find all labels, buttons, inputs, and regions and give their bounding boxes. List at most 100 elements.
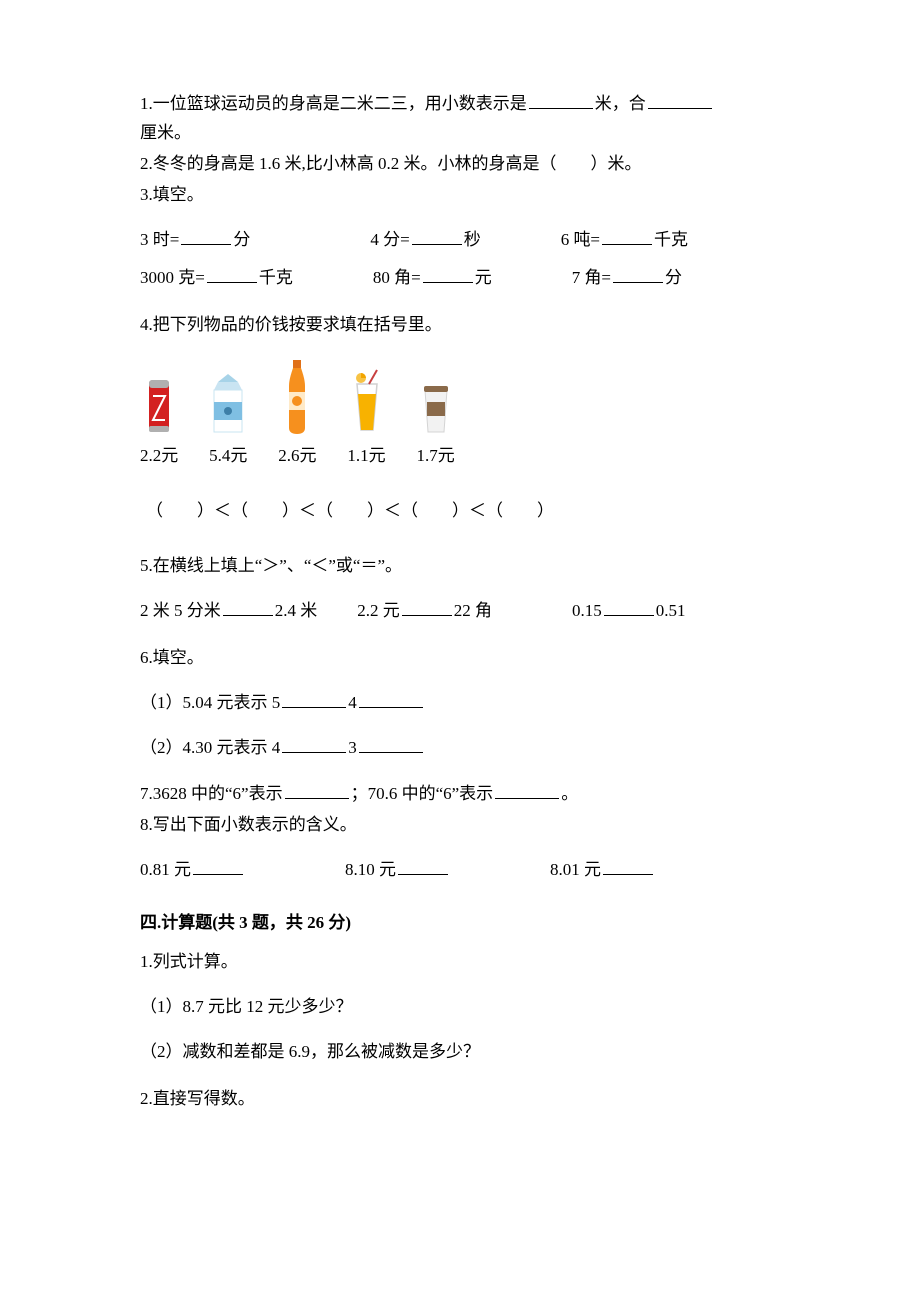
blank xyxy=(223,598,273,616)
blank xyxy=(613,265,663,283)
product-cup: 1.7元 xyxy=(417,378,455,471)
juice-icon xyxy=(347,368,387,438)
q3-row1: 3 时= 分 4 分=秒 6 吨= 千克 xyxy=(140,226,790,255)
conv-unit: 千克 xyxy=(259,268,293,287)
blank xyxy=(412,227,462,245)
product-juice: 1.1元 xyxy=(347,368,387,471)
q4-compare: （ ）＜（ ）＜（ ）＜（ ）＜（ ） xyxy=(140,497,790,526)
cup-icon xyxy=(417,378,455,438)
product-milk: 5.4元 xyxy=(208,368,248,471)
conv-left: 7 角= xyxy=(572,268,611,287)
q2-text: 冬冬的身高是 1.6 米,比小林高 0.2 米。小林的身高是（ ）米。 xyxy=(153,154,642,173)
blank xyxy=(529,91,593,109)
question-1: 1.一位篮球运动员的身高是二米二三，用小数表示是米，合 厘米。 xyxy=(140,90,790,148)
milk-icon xyxy=(208,368,248,438)
conv-item: 80 角= 元 xyxy=(373,264,492,293)
question-8: 8.写出下面小数表示的含义。 xyxy=(140,811,790,840)
c1-title: 列式计算。 xyxy=(153,952,238,971)
conv-left: 4 分= xyxy=(370,230,409,249)
q3-num: 3. xyxy=(140,185,153,204)
question-7: 7.3628 中的“6”表示；70.6 中的“6”表示。 xyxy=(140,780,790,809)
c1-b: （2）减数和差都是 6.9，那么被减数是多少？ xyxy=(140,1038,790,1067)
q1-unit-b: 厘米。 xyxy=(140,123,191,142)
product-soda: 2.6元 xyxy=(278,358,316,471)
price-label: 5.4元 xyxy=(209,442,247,471)
blank xyxy=(359,690,423,708)
question-6: 6.填空。 xyxy=(140,644,790,673)
q2-num: 2. xyxy=(140,154,153,173)
price-label: 1.1元 xyxy=(347,442,385,471)
q8-row: 0.81 元 8.10 元 8.01 元 xyxy=(140,856,790,885)
question-5: 5.在横线上填上“＞”、“＜”或“＝”。 xyxy=(140,552,790,581)
q5-title: 在横线上填上“＞”、“＜”或“＝”。 xyxy=(153,556,402,575)
blank xyxy=(207,265,257,283)
q1-unit-a: 米，合 xyxy=(595,94,646,113)
compare-item: 2 米 5 分米 2.4 米 xyxy=(140,597,317,626)
conv-unit: 分 xyxy=(233,230,250,249)
c1-num: 1. xyxy=(140,952,153,971)
blank xyxy=(423,265,473,283)
conv-item: 3000 克= 千克 xyxy=(140,264,293,293)
product-can: 2.2元 xyxy=(140,374,178,471)
blank xyxy=(398,857,448,875)
q6-title: 填空。 xyxy=(153,648,204,667)
q4-num: 4. xyxy=(140,315,153,334)
price-label: 2.6元 xyxy=(278,442,316,471)
cmp-right: 2.4 米 xyxy=(275,601,318,620)
q5-num: 5. xyxy=(140,556,153,575)
cmp-right: 0.51 xyxy=(656,601,686,620)
conv-left: 80 角= xyxy=(373,268,421,287)
c1-a: （1）8.7 元比 12 元少多少？ xyxy=(140,993,790,1022)
blank xyxy=(181,227,231,245)
product-row: 2.2元 5.4元 2.6元 xyxy=(140,358,790,471)
conv-left: 3 时= xyxy=(140,230,179,249)
conv-item: 7 角= 分 xyxy=(572,264,682,293)
cmp-right: 22 角 xyxy=(454,601,492,620)
soda-icon xyxy=(280,358,314,438)
section-4-heading: 四.计算题(共 3 题，共 26 分) xyxy=(140,909,790,938)
q5-row: 2 米 5 分米 2.4 米 2.2 元 22 角 0.15 0.51 xyxy=(140,597,790,626)
q6a-pre: （1）5.04 元表示 5 xyxy=(140,693,280,712)
q3-title: 填空。 xyxy=(153,185,204,204)
q8-val: 8.10 元 xyxy=(345,860,396,879)
q8-val: 8.01 元 xyxy=(550,860,601,879)
conv-item: 6 吨= 千克 xyxy=(561,226,688,255)
q4-title: 把下列物品的价钱按要求填在括号里。 xyxy=(153,315,442,334)
q8-item: 0.81 元 xyxy=(140,856,245,885)
cmp-left: 2.2 元 xyxy=(357,601,400,620)
cmp-left: 0.15 xyxy=(572,601,602,620)
q7-a: 3628 中的“6”表示 xyxy=(153,784,283,803)
conv-item: 4 分=秒 xyxy=(370,226,480,255)
conv-unit: 分 xyxy=(665,268,682,287)
conv-left: 3000 克= xyxy=(140,268,205,287)
conv-left: 6 吨= xyxy=(561,230,600,249)
calc-q2: 2.直接写得数。 xyxy=(140,1085,790,1114)
c2-title: 直接写得数。 xyxy=(153,1089,255,1108)
blank xyxy=(285,781,349,799)
question-4: 4.把下列物品的价钱按要求填在括号里。 xyxy=(140,311,790,340)
conv-item: 3 时= 分 xyxy=(140,226,250,255)
q6a-mid: 4 xyxy=(348,693,357,712)
calc-q1: 1.列式计算。 xyxy=(140,948,790,977)
q1-num: 1. xyxy=(140,94,153,113)
q8-val: 0.81 元 xyxy=(140,860,191,879)
conv-unit: 千克 xyxy=(654,230,688,249)
cmp-left: 2 米 5 分米 xyxy=(140,601,221,620)
question-2: 2.冬冬的身高是 1.6 米,比小林高 0.2 米。小林的身高是（ ）米。 xyxy=(140,150,790,179)
q6-num: 6. xyxy=(140,648,153,667)
blank xyxy=(282,690,346,708)
blank xyxy=(603,857,653,875)
compare-item: 0.15 0.51 xyxy=(572,597,686,626)
blank xyxy=(648,91,712,109)
q6b-mid: 3 xyxy=(348,738,357,757)
question-3: 3.填空。 xyxy=(140,181,790,210)
conv-unit: 元 xyxy=(475,268,492,287)
q8-item: 8.01 元 xyxy=(550,856,655,885)
q8-title: 写出下面小数表示的含义。 xyxy=(153,815,357,834)
q6-a: （1）5.04 元表示 5 4 xyxy=(140,689,790,718)
q7-b: ；70.6 中的“6”表示 xyxy=(351,784,494,803)
blank xyxy=(402,598,452,616)
q7-end: 。 xyxy=(561,784,578,803)
c2-num: 2. xyxy=(140,1089,153,1108)
q6b-pre: （2）4.30 元表示 4 xyxy=(140,738,280,757)
